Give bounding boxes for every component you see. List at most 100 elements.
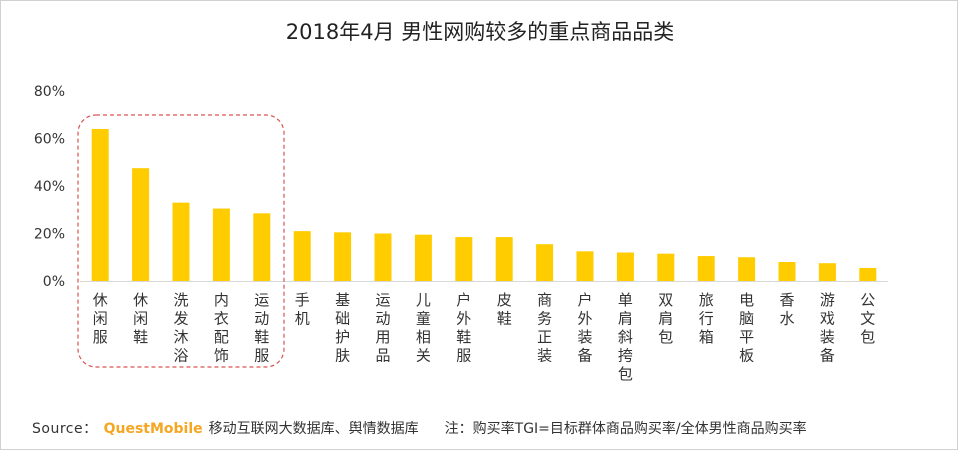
x-tick-label-char: 行 [699,310,714,328]
x-tick-label-char: 相 [416,328,431,346]
bar [859,267,877,281]
x-tick-label-char: 基 [335,291,350,309]
x-tick-label-char: 正 [537,328,552,346]
bar [334,232,352,281]
bar [91,129,109,281]
x-tick-label-char: 沐 [173,328,188,346]
x-tick-label-char: 洗 [173,291,188,309]
x-tick-label-char: 平 [739,328,754,346]
source-line: Source： QuestMobile 移动互联网大数据库、舆情数据库 注：购买率TG… [32,418,807,438]
x-tick-label-char: 双 [658,291,673,309]
bar [778,262,796,281]
x-tick-label-char: 护 [335,328,350,346]
x-tick-label-char: 手 [295,291,310,309]
bar [697,256,715,281]
x-tick-label-char: 鞋 [133,328,148,346]
chart-title: 2018年4月 男性网购较多的重点商品品类 [285,20,675,44]
x-tick-label-char: 公 [860,291,875,309]
bar [657,253,675,281]
source-text: 移动互联网大数据库、舆情数据库 [208,421,419,437]
x-tick-label-char: 文 [860,310,875,328]
x-tick-label-char: 戏 [820,310,835,328]
bar [253,213,271,281]
x-tick-label-char: 关 [416,347,431,365]
x-tick-label-char: 浴 [173,347,188,365]
bar [374,233,392,281]
y-tick-label: 20% [34,227,65,243]
x-tick-label-char: 务 [537,310,552,328]
x-tick-label-char: 动 [375,310,390,328]
x-tick-label-char: 肤 [335,347,350,365]
x-tick-label-char: 装 [820,328,835,346]
bar [293,231,311,281]
source-brand-logo: QuestMobile [103,421,203,437]
x-tick-label-char: 运 [254,291,269,309]
x-tick-label-char: 服 [254,347,269,365]
bar [132,168,150,281]
x-tick-label-char: 闲 [133,310,148,328]
x-tick-label-char: 包 [860,328,875,346]
x-tick-label-char: 户 [456,291,471,309]
highlight-box [77,114,285,368]
x-tick-label-char: 游 [820,291,835,309]
bar [576,251,594,281]
x-tick-label-char: 装 [537,347,552,365]
x-tick-label-char: 用 [375,328,390,346]
bar [455,237,473,281]
bar [212,208,230,281]
x-tick-label-char: 备 [577,347,592,365]
x-tick-label-char: 内 [214,291,229,309]
x-tick-label-char: 鞋 [456,328,471,346]
bar [738,257,756,281]
y-tick-label: 0% [43,274,65,290]
x-tick-label-char: 休 [93,291,108,309]
x-tick-label-char: 配 [214,328,229,346]
x-tick-label-char: 包 [658,328,673,346]
y-tick-label: 80% [34,84,65,100]
x-tick-label-char: 肩 [658,310,673,328]
x-tick-label-char: 童 [416,310,431,328]
x-tick-label-char: 机 [295,310,310,328]
source-prefix: Source： [32,421,98,437]
x-tick-label-char: 斜 [618,328,633,346]
x-tick-label-char: 儿 [416,291,431,309]
x-tick-label-char: 电 [739,291,754,309]
x-tick-label-char: 备 [820,347,835,365]
x-tick-label-char: 服 [93,328,108,346]
y-tick-label: 40% [34,179,65,195]
x-tick-label-char: 肩 [618,310,633,328]
x-tick-label-char: 外 [577,310,592,328]
x-tick-label-char: 品 [375,347,390,365]
x-tick-label-char: 旅 [699,291,714,309]
x-tick-label-char: 饰 [214,347,229,365]
x-tick-label-char: 商 [537,291,552,309]
x-tick-label-char: 运 [375,291,390,309]
x-tick-label-char: 闲 [93,310,108,328]
x-tick-label-char: 板 [739,347,754,365]
x-tick-label-char: 服 [456,347,471,365]
x-tick-label-char: 挎 [618,347,633,365]
x-tick-label-char: 动 [254,310,269,328]
bar [536,244,554,281]
x-tick-label-char: 香 [779,291,794,309]
x-tick-label-char: 衣 [214,310,229,328]
bar [172,202,190,281]
x-tick-label-char: 休 [133,291,148,309]
x-tick-label-char: 鞋 [254,328,269,346]
y-tick-label: 60% [34,132,65,148]
x-tick-label-char: 箱 [699,328,714,346]
x-tick-label-char: 包 [618,365,633,383]
x-tick-label-char: 发 [173,310,188,328]
bar [495,237,513,281]
bar [818,263,836,281]
x-tick-label-char: 础 [335,310,350,328]
bar [616,252,634,281]
x-tick-label-char: 户 [577,291,592,309]
x-tick-label-char: 装 [577,328,592,346]
bar [414,234,432,281]
tgi-note: 注：购买率TGI=目标群体商品购买率/全体男性商品购买率 [444,421,807,437]
x-tick-label-char: 单 [618,291,633,309]
x-tick-label-char: 水 [779,310,794,328]
